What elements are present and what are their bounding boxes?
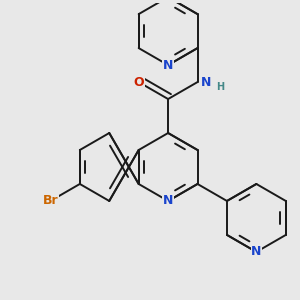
Text: O: O <box>134 76 144 88</box>
Text: N: N <box>201 76 211 88</box>
Text: N: N <box>163 58 173 72</box>
Text: N: N <box>251 245 262 258</box>
Text: H: H <box>216 82 224 92</box>
Text: Br: Br <box>43 194 58 208</box>
Text: N: N <box>163 194 173 208</box>
